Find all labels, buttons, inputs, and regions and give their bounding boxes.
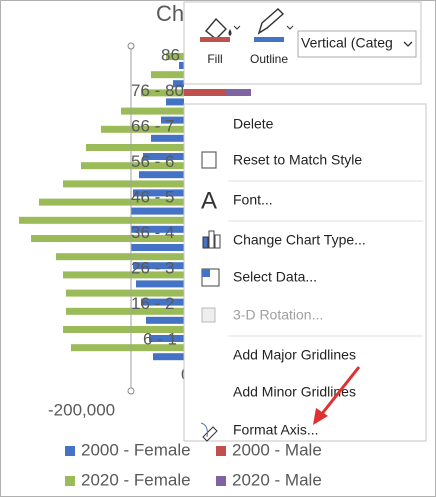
axis-label: 36 - 4 [131, 223, 174, 242]
bar-shape [19, 216, 184, 224]
bar-shape [149, 335, 184, 342]
bar-shape [121, 107, 184, 115]
bar-shape [226, 89, 251, 96]
bar-shape [131, 207, 184, 215]
axis-labels: 86 76 - 80 66 - 7 56 - 6 46 - 5 36 - 4 26 - 3 1… [131, 45, 190, 384]
bar-shape [31, 235, 184, 242]
bar-shape [63, 326, 184, 333]
menu-item[interactable]: Add Minor Gridlines [233, 384, 356, 400]
axis-label: 56 - 6 [131, 152, 174, 171]
fill-label: Fill [207, 52, 222, 66]
bar-shape [39, 198, 184, 206]
bar-shape [56, 253, 184, 261]
legend-swatch [216, 446, 226, 456]
annotation-arrowhead [313, 408, 328, 425]
handle [127, 42, 135, 50]
menu-item[interactable]: Change Chart Type... [233, 232, 366, 248]
chart-title: Ch [156, 1, 184, 26]
axis-label: 76 - 80 [131, 81, 184, 100]
bar-shape [143, 153, 184, 160]
legend-label: 2000 - Male [232, 440, 322, 459]
fill-button[interactable]: Fill [200, 17, 241, 66]
axis-label: 46 - 5 [131, 187, 174, 206]
bar-shape [146, 316, 184, 324]
bar-shape [131, 225, 184, 233]
bar-shape [71, 344, 184, 352]
bar-shape [161, 116, 184, 124]
menu-item: 3-D Rotation... [233, 307, 323, 323]
axis-label: 66 - 7 [131, 116, 174, 135]
axis-label: 26 - 3 [131, 258, 174, 277]
bar-shape [141, 89, 184, 97]
legend-label: 2020 - Male [232, 470, 322, 489]
bar-shape [166, 98, 184, 106]
axis-label: 86 [161, 45, 180, 64]
bar-shape [86, 144, 184, 151]
menu-item[interactable]: Reset to Match Style [233, 152, 362, 168]
legend: 2000 - Female 2000 - Male 2020 - Female 202… [65, 440, 322, 489]
bar-shape [101, 125, 184, 133]
axis-label: 16 - 2 [131, 294, 174, 313]
annotation-arrow [319, 366, 361, 416]
menu-item[interactable]: Font... [233, 192, 273, 208]
svg-text:A: A [201, 187, 217, 214]
bar-shape [151, 134, 184, 142]
bar-shape [153, 353, 184, 361]
element-selector[interactable]: Vertical (Categ [297, 30, 417, 58]
bar-shape [179, 62, 184, 69]
bar-shape [184, 89, 226, 96]
axis-label: 6 - 1 [143, 329, 177, 348]
bar-shape [131, 244, 184, 251]
bar-shape [166, 53, 184, 60]
legend-swatch [216, 476, 226, 486]
context-menu [183, 103, 427, 442]
menu-item[interactable]: Delete [233, 116, 274, 132]
chart-bars [19, 53, 411, 361]
selector-text: Vertical (Categ [301, 35, 393, 51]
legend-label: 2020 - Female [81, 470, 191, 489]
menu-item[interactable]: Add Major Gridlines [233, 347, 356, 363]
menu-items: Delete Reset to Match Style Font... Change … [233, 116, 366, 438]
bar-shape [63, 271, 184, 279]
bar-shape [151, 71, 184, 79]
legend-swatch [65, 476, 75, 486]
legend-label: 2000 - Female [81, 440, 191, 459]
menu-icons: A [200, 151, 221, 442]
bar-shape [63, 180, 184, 188]
outline-label: Outline [250, 52, 288, 66]
bar-shape [133, 189, 184, 197]
bar-shape [66, 307, 184, 315]
x-tick-label: -200,000 [48, 400, 115, 419]
bar-shape [136, 280, 184, 288]
legend-swatch [65, 446, 75, 456]
bar-shape [173, 80, 184, 88]
handle [127, 387, 135, 395]
outline-button[interactable]: Outline [250, 8, 294, 66]
menu-item[interactable]: Format Axis... [233, 422, 319, 438]
bar-shape [81, 162, 184, 170]
menu-item[interactable]: Select Data... [233, 269, 317, 285]
bar-shape [133, 262, 184, 270]
bar-shape [66, 289, 184, 297]
bar-shape [141, 298, 184, 306]
bar-shape [139, 171, 184, 179]
